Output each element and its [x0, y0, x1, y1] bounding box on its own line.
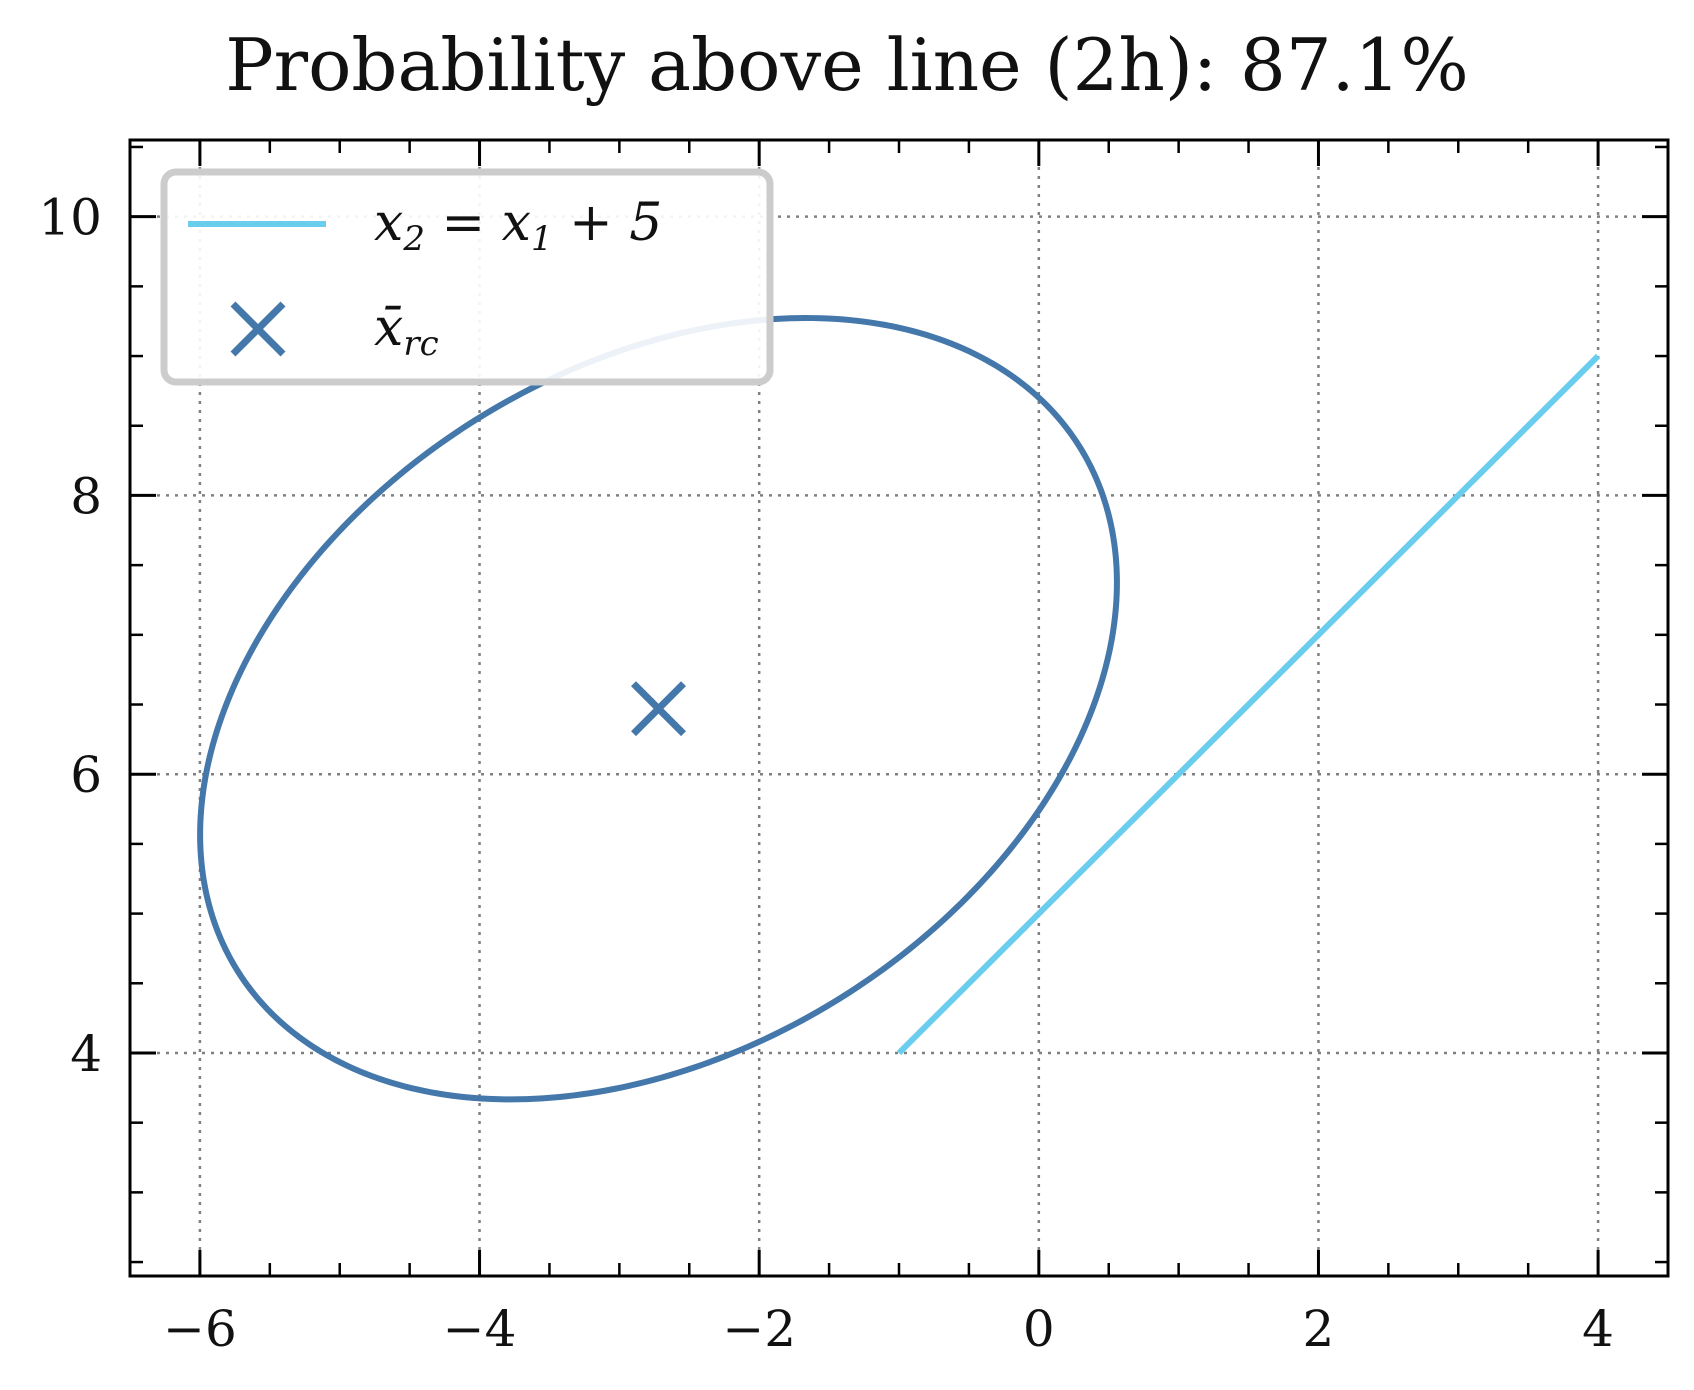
marker-stroke	[230, 301, 286, 357]
y-tick-label: 4	[70, 1025, 102, 1083]
marker-stroke	[631, 681, 686, 737]
legend-math-subscript: 1	[531, 219, 553, 259]
x-tick-label: 2	[1303, 1300, 1335, 1358]
legend: x2 = x1 + 5x̄rc	[160, 168, 774, 386]
center-marker	[631, 681, 686, 737]
legend-math-operator: + 5	[553, 193, 663, 253]
chart-title: Probability above line (2h): 87.1%	[225, 23, 1469, 107]
legend-math-operator: =	[425, 193, 502, 253]
y-tick-label: 10	[38, 189, 102, 247]
legend-label: x̄rc	[374, 298, 439, 364]
x-tick-label: 4	[1582, 1300, 1614, 1358]
x-tick-label: 0	[1023, 1300, 1055, 1358]
series-line	[896, 353, 1601, 1056]
legend-x-marker	[230, 301, 286, 357]
x-tick-label: −4	[443, 1300, 517, 1358]
y-tick-label: 6	[70, 746, 102, 804]
data-layer	[197, 315, 1601, 1103]
legend-math-var: x̄	[374, 298, 403, 358]
legend-label: x2 = x1 + 5	[374, 193, 662, 259]
legend-math-var: x	[374, 193, 403, 253]
legend-math-subscript: 2	[402, 219, 425, 259]
y-tick-label: 8	[70, 467, 102, 525]
x-tick-label: −2	[722, 1300, 796, 1358]
legend-math-subscript: rc	[403, 324, 438, 364]
x-tick-label: −6	[163, 1300, 237, 1358]
legend-math-var: x	[502, 193, 531, 253]
tick-layer: −6 −4 −2 0 2 4 4 6 8 10	[38, 140, 1670, 1358]
